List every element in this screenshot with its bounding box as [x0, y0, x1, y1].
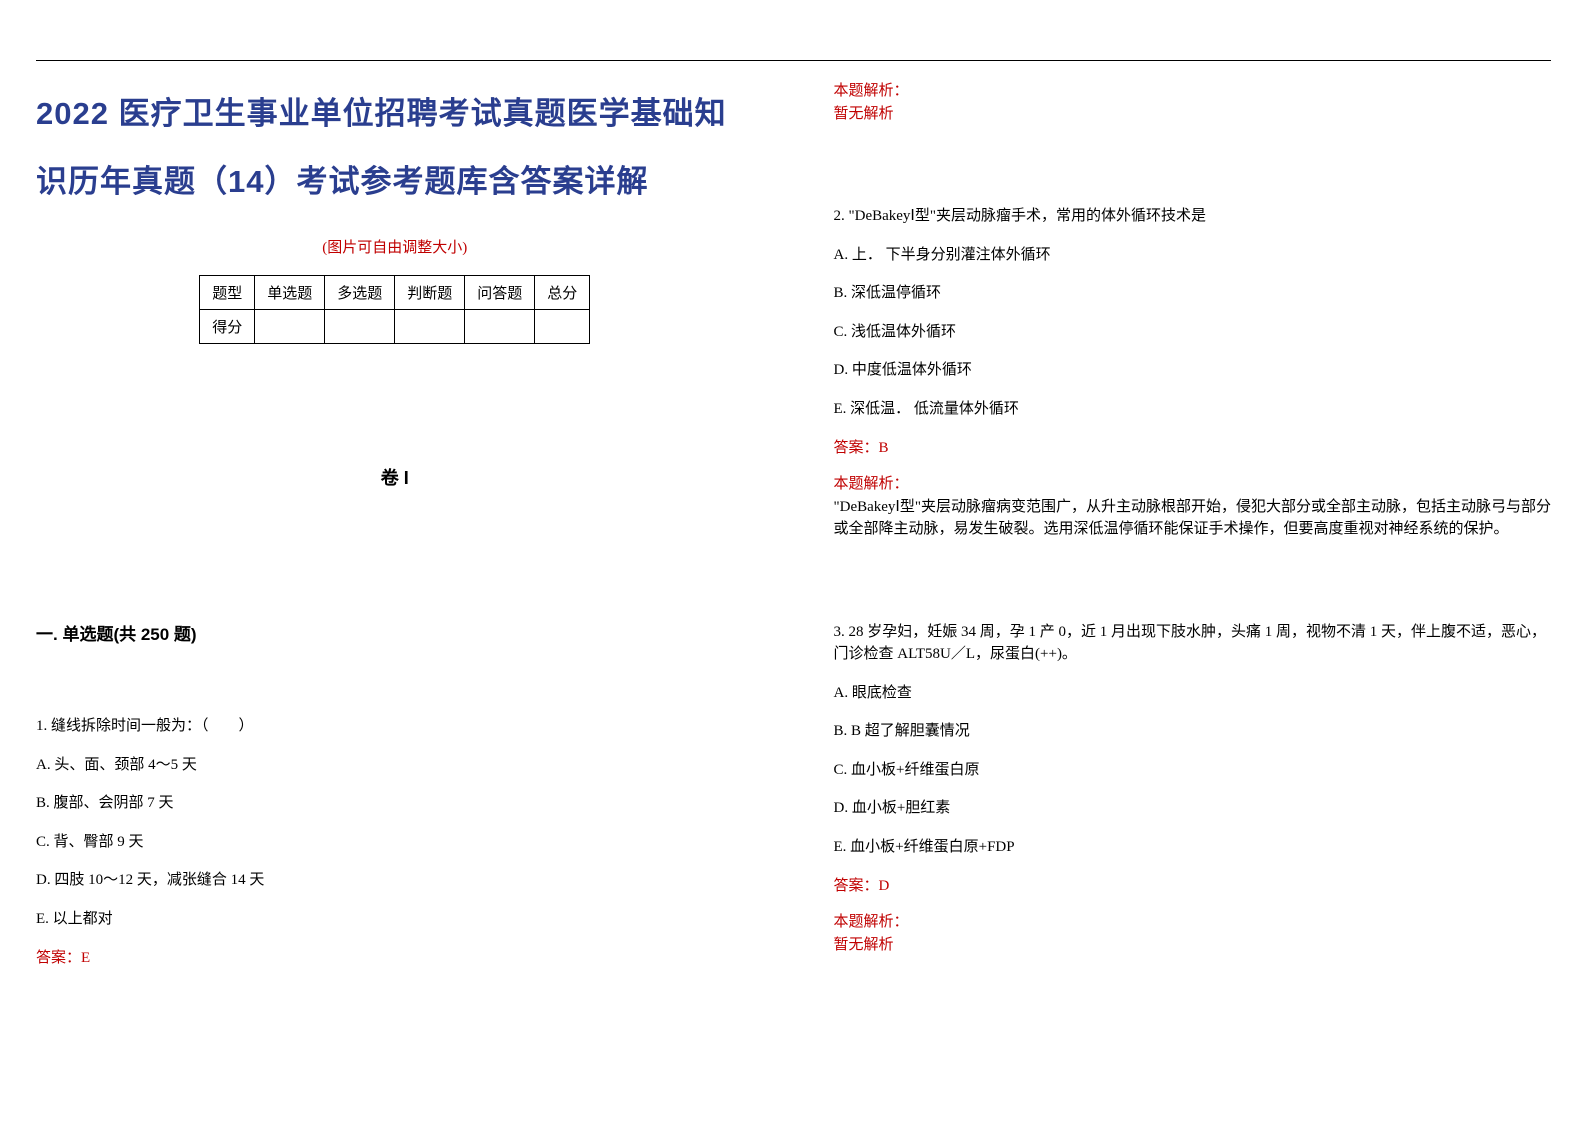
explain-label: 本题解析：: [834, 911, 1552, 934]
option-c: C. 背、臀部 9 天: [36, 831, 754, 854]
table-empty-cell: [465, 310, 535, 344]
table-header-row: 题型 单选题 多选题 判断题 问答题 总分: [200, 276, 590, 310]
table-empty-cell: [325, 310, 395, 344]
explain-label: 本题解析：: [834, 473, 1552, 496]
question-separator: [834, 155, 1552, 205]
option-e: E. 深低温． 低流量体外循环: [834, 398, 1552, 421]
question-number: 1.: [36, 718, 47, 734]
explain-content: 暂无解析: [834, 934, 1552, 957]
left-column: 2022 医疗卫生事业单位招聘考试真题医学基础知识历年真题（14）考试参考题库含…: [36, 80, 774, 991]
table-header-cell: 多选题: [325, 276, 395, 310]
table-row-label: 得分: [200, 310, 255, 344]
option-a: A. 眼底检查: [834, 682, 1552, 705]
table-empty-cell: [535, 310, 590, 344]
option-d: D. 四肢 10～12 天，减张缝合 14 天: [36, 869, 754, 892]
question-stem: 2. "DeBakeyⅠ型"夹层动脉瘤手术，常用的体外循环技术是: [834, 205, 1552, 228]
question-stem-text: 缝线拆除时间一般为：（ ）: [47, 718, 253, 734]
explain-content-top: 暂无解析: [834, 103, 1552, 126]
answer-label: 答案：B: [834, 436, 1552, 457]
adjust-note: (图片可自由调整大小): [36, 236, 754, 257]
main-title: 2022 医疗卫生事业单位招聘考试真题医学基础知识历年真题（14）考试参考题库含…: [36, 80, 754, 216]
explain-label-top: 本题解析：: [834, 80, 1552, 103]
option-a: A. 头、面、颈部 4～5 天: [36, 754, 754, 777]
table-empty-cell: [255, 310, 325, 344]
option-c: C. 血小板+纤维蛋白原: [834, 759, 1552, 782]
answer-label: 答案：D: [834, 874, 1552, 895]
table-header-cell: 总分: [535, 276, 590, 310]
top-horizontal-rule: [36, 60, 1551, 61]
question-1: 1. 缝线拆除时间一般为：（ ） A. 头、面、颈部 4～5 天 B. 腹部、会…: [36, 715, 754, 967]
score-table: 题型 单选题 多选题 判断题 问答题 总分 得分: [199, 275, 590, 344]
option-b: B. B 超了解胆囊情况: [834, 720, 1552, 743]
explain-content: "DeBakeyⅠ型"夹层动脉瘤病变范围广，从升主动脉根部开始，侵犯大部分或全部…: [834, 496, 1552, 541]
section-title: 一. 单选题(共 250 题): [36, 620, 754, 645]
option-d: D. 血小板+胆红素: [834, 797, 1552, 820]
right-column: 本题解析： 暂无解析 2. "DeBakeyⅠ型"夹层动脉瘤手术，常用的体外循环…: [814, 80, 1552, 991]
question-stem: 1. 缝线拆除时间一般为：（ ）: [36, 715, 754, 738]
option-a: A. 上． 下半身分别灌注体外循环: [834, 244, 1552, 267]
question-2: 2. "DeBakeyⅠ型"夹层动脉瘤手术，常用的体外循环技术是 A. 上． 下…: [834, 205, 1552, 541]
volume-mark: 卷 I: [36, 464, 754, 490]
table-header-cell: 判断题: [395, 276, 465, 310]
question-stem: 3. 28 岁孕妇，妊娠 34 周，孕 1 产 0，近 1 月出现下肢水肿，头痛…: [834, 621, 1552, 666]
page-container: 2022 医疗卫生事业单位招聘考试真题医学基础知识历年真题（14）考试参考题库含…: [0, 0, 1587, 1031]
table-header-cell: 问答题: [465, 276, 535, 310]
option-b: B. 深低温停循环: [834, 282, 1552, 305]
option-d: D. 中度低温体外循环: [834, 359, 1552, 382]
option-c: C. 浅低温体外循环: [834, 321, 1552, 344]
answer-label: 答案：E: [36, 946, 754, 967]
option-e: E. 血小板+纤维蛋白原+FDP: [834, 836, 1552, 859]
table-score-row: 得分: [200, 310, 590, 344]
option-e: E. 以上都对: [36, 908, 754, 931]
option-b: B. 腹部、会阴部 7 天: [36, 792, 754, 815]
question-3: 3. 28 岁孕妇，妊娠 34 周，孕 1 产 0，近 1 月出现下肢水肿，头痛…: [834, 621, 1552, 957]
table-header-cell: 单选题: [255, 276, 325, 310]
question-separator: [834, 571, 1552, 621]
table-empty-cell: [395, 310, 465, 344]
table-header-cell: 题型: [200, 276, 255, 310]
